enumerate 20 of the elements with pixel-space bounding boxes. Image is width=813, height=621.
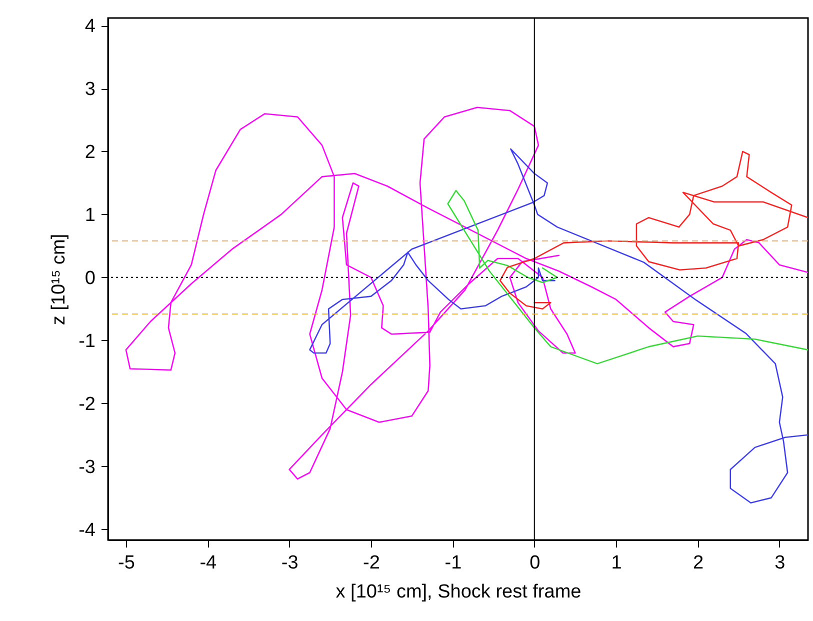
- x-tick-label: -3: [281, 552, 298, 574]
- y-tick-label: 0: [84, 268, 96, 289]
- y-tick-label: -4: [78, 520, 96, 541]
- y-tick-label: 2: [84, 142, 96, 163]
- x-tick-label: -1: [444, 552, 462, 574]
- x-tick-label: -4: [200, 552, 218, 574]
- x-tick-label: 3: [774, 552, 786, 574]
- x-tick-label: 2: [692, 552, 704, 574]
- y-tick-label: -2: [78, 394, 96, 415]
- y-axis-title: z [10¹⁵ cm]: [48, 234, 70, 326]
- x-tick-label: -5: [118, 552, 135, 574]
- y-tick-label: 1: [84, 204, 96, 226]
- y-tick-label: -1: [78, 330, 96, 352]
- x-tick-label: 0: [530, 552, 540, 574]
- x-axis-title: x [10¹⁵ cm], Shock rest frame: [336, 582, 582, 602]
- x-tick-label: -2: [363, 552, 380, 574]
- y-tick-label: 4: [84, 16, 96, 38]
- y-tick-label: -3: [78, 456, 96, 478]
- y-tick-label: 3: [84, 79, 96, 100]
- x-tick-label: 1: [611, 552, 622, 574]
